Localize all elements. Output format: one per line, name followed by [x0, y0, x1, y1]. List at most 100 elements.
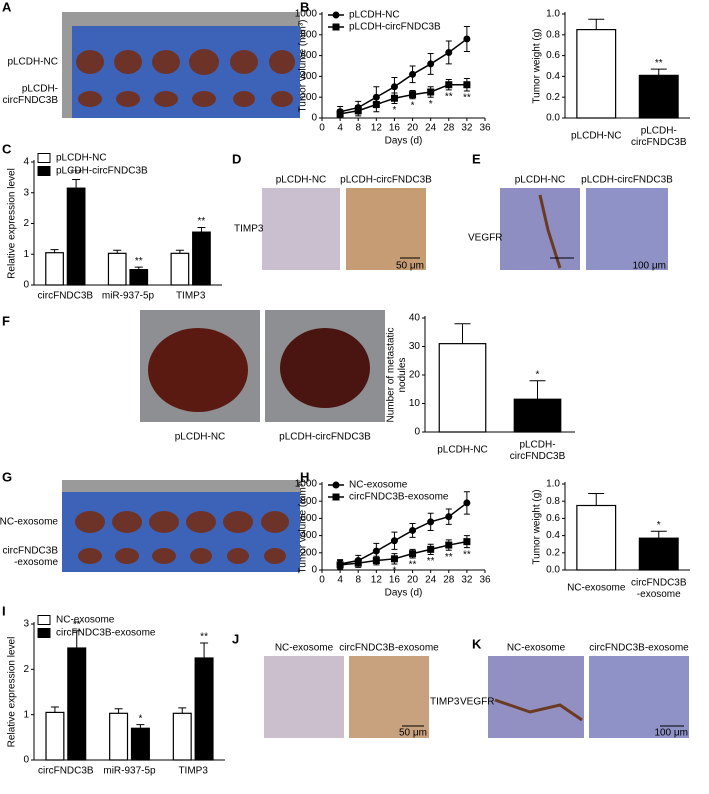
- significance: **: [655, 58, 663, 69]
- legend-swatch: [37, 615, 51, 625]
- ihc-photo: [589, 656, 689, 738]
- y-axis-label: Tumor volume (mm³): [298, 20, 309, 113]
- x-tick-label: 16: [389, 575, 401, 586]
- panel-label: J: [232, 631, 239, 646]
- x-tick-label: NC-exosome: [567, 583, 626, 594]
- marker: [372, 557, 380, 565]
- y-axis-label: Relative expression level: [7, 637, 18, 748]
- legend-label: NC-exosome: [349, 480, 408, 491]
- stain-label: TIMP3: [430, 697, 460, 708]
- y-tick-label: 0: [311, 113, 317, 124]
- y-tick-label: 0: [414, 427, 420, 438]
- legend-label: pLCDH-NC: [349, 10, 400, 21]
- y-tick-label: 30: [409, 341, 421, 352]
- significance: **: [463, 93, 471, 104]
- significance: **: [445, 552, 453, 563]
- y-tick-label: 1000: [295, 479, 318, 490]
- marker: [336, 561, 344, 569]
- marker: [354, 107, 362, 115]
- y-tick-label: 200: [300, 547, 317, 558]
- significance: **: [409, 560, 417, 571]
- bar: [45, 711, 65, 761]
- panel-label: C: [2, 141, 12, 156]
- significance: ***: [70, 168, 82, 179]
- scale-label: 50 μm: [396, 261, 424, 272]
- marker: [354, 559, 362, 567]
- panel-label: G: [2, 469, 12, 484]
- marker: [409, 70, 417, 78]
- bar: [194, 657, 214, 761]
- column-label: circFNDC3B-exosome: [589, 643, 689, 654]
- marker: [445, 513, 453, 521]
- marker: [427, 88, 435, 96]
- bar: [576, 504, 617, 571]
- error-bar: [178, 707, 187, 714]
- y-tick-label: 0.6: [546, 513, 560, 524]
- x-tick-label: 20: [407, 575, 419, 586]
- ihc-photo: [262, 188, 340, 270]
- scale-label: 100 μm: [654, 728, 688, 739]
- x-tick-label: circFNDC3B: [38, 291, 94, 302]
- vessel: [538, 194, 562, 269]
- ihc-photo: [264, 656, 344, 738]
- error-bar: [588, 492, 605, 506]
- liver: [148, 328, 248, 412]
- y-tick-label: 0.4: [546, 530, 560, 541]
- y-axis-label: Number of metastaticnodules: [385, 327, 408, 422]
- x-tick-label: 8: [355, 575, 361, 586]
- y-tick-label: 400: [300, 71, 317, 82]
- bar: [638, 537, 679, 571]
- y-tick-label: 2: [23, 664, 29, 675]
- marker: [390, 537, 398, 545]
- y-tick-label: 400: [300, 530, 317, 541]
- significance: *: [536, 369, 540, 380]
- legend-label: circFNDC3B-exosome: [349, 492, 449, 503]
- marker: [409, 91, 417, 99]
- y-tick-label: 600: [300, 50, 317, 61]
- x-tick-label: 36: [479, 575, 491, 586]
- panel-label: K: [472, 636, 482, 651]
- y-tick-label: 800: [300, 29, 317, 40]
- bar: [109, 712, 129, 761]
- y-tick-label: 1: [23, 249, 29, 260]
- x-tick-label: miR-937-5p: [103, 766, 156, 777]
- y-tick-label: 4: [23, 157, 29, 168]
- y-tick-label: 0.8: [546, 29, 560, 40]
- liver: [280, 328, 370, 408]
- x-tick-label: TIMP3: [176, 291, 206, 302]
- y-tick-label: 0: [311, 565, 317, 576]
- x-tick-label: TIMP3: [178, 766, 208, 777]
- error-bar: [72, 630, 81, 649]
- significance: *: [392, 105, 396, 116]
- x-tick-label: 24: [425, 123, 437, 134]
- error-bar: [650, 68, 667, 76]
- significance: *: [657, 520, 661, 531]
- marker: [427, 60, 435, 68]
- marker: [332, 481, 340, 489]
- error-bar: [197, 226, 206, 233]
- x-tick-label: 24: [425, 575, 437, 586]
- x-tick-label: 20: [407, 123, 419, 134]
- error-bar: [114, 708, 123, 714]
- bar: [638, 74, 679, 119]
- marker: [445, 81, 453, 89]
- y-tick-label: 0.4: [546, 71, 560, 82]
- bar: [67, 647, 87, 761]
- x-axis-label: Days (d): [385, 588, 423, 599]
- marker: [409, 550, 417, 558]
- error-bar: [50, 706, 59, 713]
- bar: [66, 187, 86, 286]
- legend-swatch: [37, 166, 51, 176]
- legend-swatch: [37, 153, 51, 163]
- bar: [576, 29, 617, 119]
- marker: [336, 110, 344, 118]
- x-tick-label: 0: [319, 575, 325, 586]
- error-bar: [529, 380, 546, 400]
- stain-label: VEGFR: [460, 697, 494, 708]
- x-tick-label: 12: [371, 575, 383, 586]
- bar: [438, 343, 487, 433]
- y-tick-label: 0.2: [546, 547, 560, 558]
- tumor-photo: [62, 480, 300, 572]
- ihc-photo: [586, 188, 668, 270]
- column-label: pLCDH-NC: [276, 175, 327, 186]
